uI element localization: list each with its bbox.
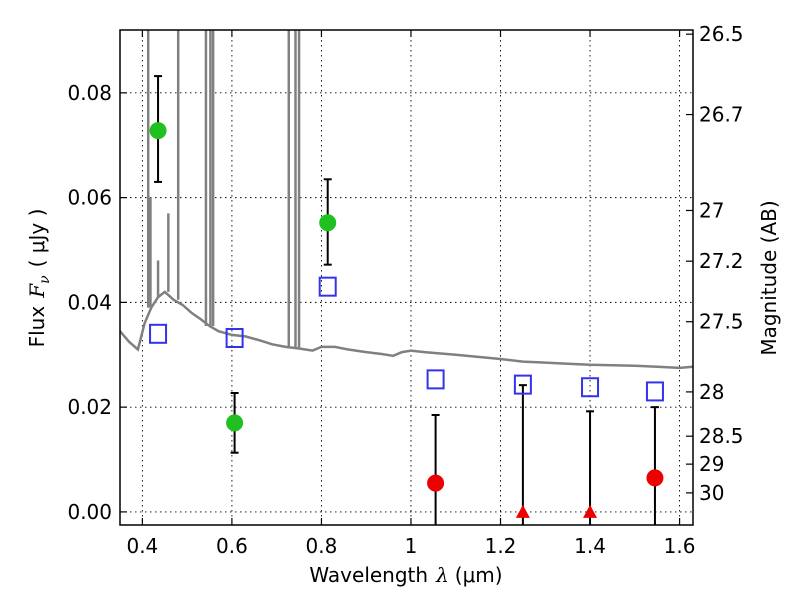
y-tick-label: 0.06 xyxy=(67,186,112,210)
magnitude-tick-label: 29 xyxy=(699,452,724,476)
magnitude-axis-label: Magnitude (AB) xyxy=(757,200,781,355)
x-tick-label: 0.4 xyxy=(126,534,158,558)
plot-background xyxy=(120,30,693,525)
data-markers xyxy=(149,122,664,518)
model-point-square xyxy=(426,369,445,390)
model-point-square xyxy=(225,328,244,348)
model-point-square xyxy=(149,323,168,344)
spectrum-continuum xyxy=(119,290,694,370)
x-axis-label: Wavelength λ (μm) xyxy=(309,563,502,587)
x-tick-label: 1.4 xyxy=(574,534,606,558)
model-point-square xyxy=(645,381,664,402)
magnitude-tick-label: 28 xyxy=(699,380,724,404)
magnitude-tick-label: 30 xyxy=(699,481,724,505)
plot-frame xyxy=(119,29,694,526)
x-tick-label: 0.8 xyxy=(306,534,338,558)
y-axis-label: FluxFν( μJy ) xyxy=(25,209,53,348)
data-point-circle xyxy=(319,214,337,232)
x-tick-label: 1 xyxy=(405,534,418,558)
magnitude-tick-label: 26.7 xyxy=(699,103,744,127)
data-point-circle xyxy=(226,414,244,432)
model-point-square xyxy=(513,374,532,395)
magnitude-tick-label: 28.5 xyxy=(699,424,744,448)
magnitude-tick-label: 27 xyxy=(699,198,724,222)
magnitude-tick-label: 27.5 xyxy=(699,310,744,334)
x-axis-ticks: 0.4 0.6 0.8 1 1.2 1.4 1.6 xyxy=(126,30,695,558)
x-tick-label: 1.6 xyxy=(664,534,696,558)
data-point-circle xyxy=(427,474,445,492)
data-point-upper-limit-triangle xyxy=(583,504,598,518)
x-tick-label: 0.6 xyxy=(216,534,248,558)
y-tick-label: 0.02 xyxy=(67,395,112,419)
y-tick-label: 0.00 xyxy=(67,500,112,524)
y-axis-ticks: 0.00 0.02 0.04 0.06 0.08 xyxy=(67,81,127,524)
magnitude-axis-ticks: 26.5 26.7 27 27.2 27.5 28 28.5 29 30 xyxy=(686,22,744,505)
y-tick-label: 0.04 xyxy=(67,290,112,314)
x-tick-label: 1.2 xyxy=(485,534,517,558)
model-point-square xyxy=(318,276,337,297)
model-point-square xyxy=(581,377,600,398)
model-spectrum xyxy=(119,30,694,370)
y-tick-label: 0.08 xyxy=(67,81,112,105)
data-point-upper-limit-triangle xyxy=(515,504,530,518)
magnitude-tick-label: 27.2 xyxy=(699,249,744,273)
data-point-circle xyxy=(149,122,167,140)
magnitude-tick-label: 26.5 xyxy=(699,22,744,46)
grid xyxy=(120,30,693,525)
data-point-circle xyxy=(646,469,664,487)
